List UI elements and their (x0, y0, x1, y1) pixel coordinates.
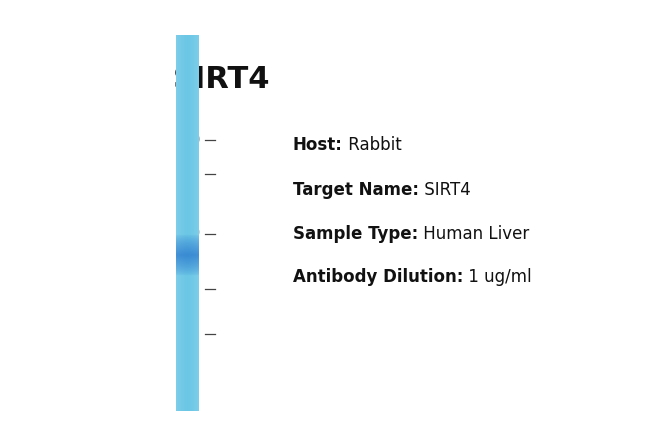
Text: 40: 40 (181, 226, 201, 241)
Text: 1 ug/ml: 1 ug/ml (463, 268, 532, 286)
Text: SIRT4: SIRT4 (172, 65, 270, 94)
Text: 22: 22 (181, 326, 201, 341)
Text: 90: 90 (181, 133, 201, 148)
Text: Rabbit: Rabbit (343, 136, 402, 154)
Text: Host:: Host: (292, 136, 343, 154)
Text: 65: 65 (181, 166, 201, 181)
Text: Antibody Dilution:: Antibody Dilution: (292, 268, 463, 286)
Text: Human Liver: Human Liver (418, 225, 529, 242)
Text: SIRT4: SIRT4 (419, 181, 471, 199)
Text: Sample Type:: Sample Type: (292, 225, 418, 242)
Text: 29: 29 (181, 281, 201, 296)
Text: Target Name:: Target Name: (292, 181, 419, 199)
